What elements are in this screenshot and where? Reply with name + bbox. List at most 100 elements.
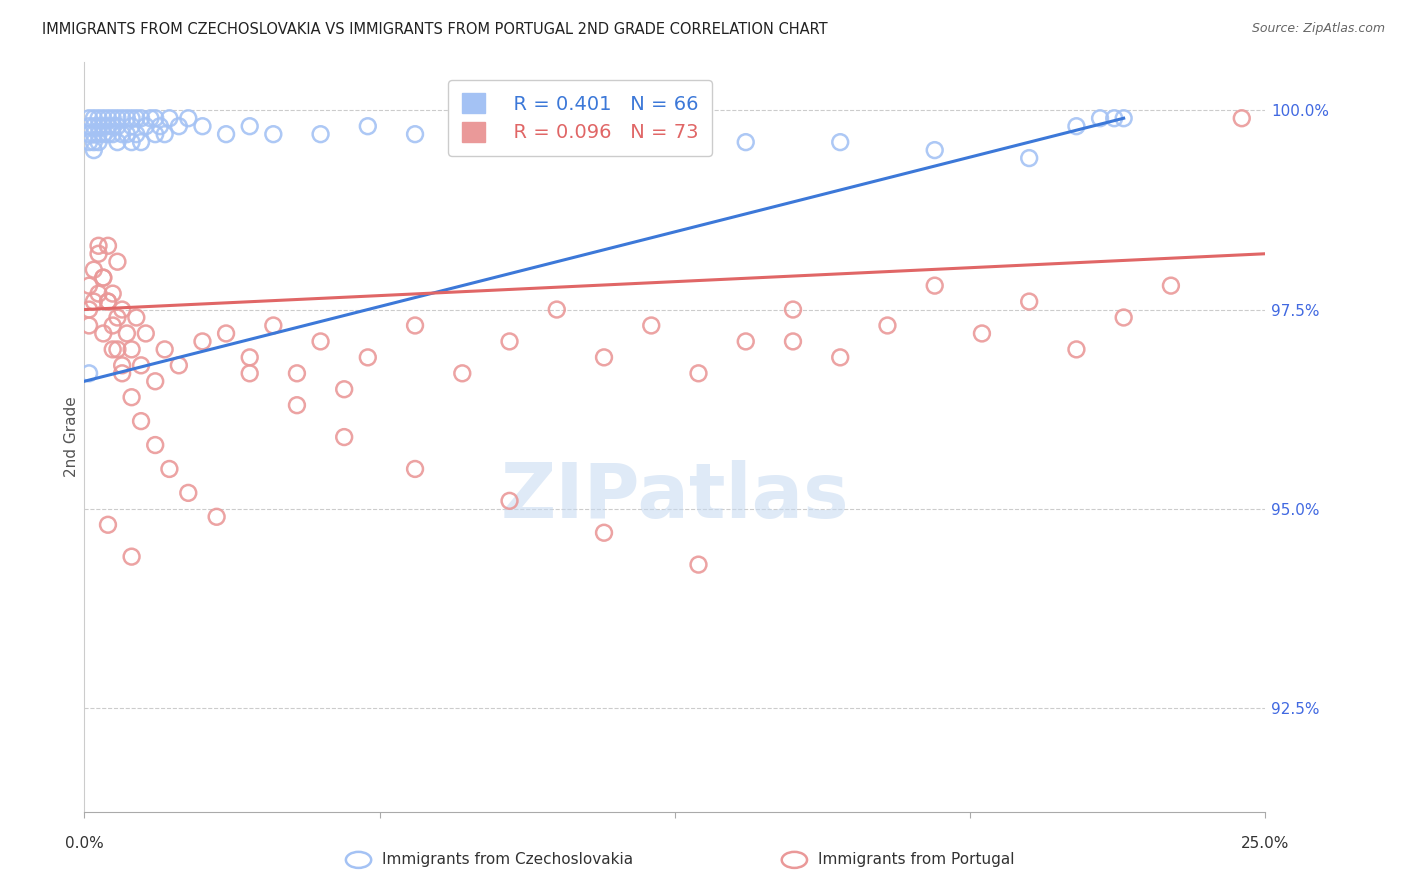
Point [97, 517, 120, 532]
Point [191, 119, 214, 133]
Point [143, 374, 166, 388]
Point [239, 119, 262, 133]
Point [215, 326, 238, 341]
Point [91, 326, 114, 341]
Point [101, 343, 124, 357]
Text: IMMIGRANTS FROM CZECHOSLOVAKIA VS IMMIGRANTS FROM PORTUGAL 2ND GRADE CORRELATION: IMMIGRANTS FROM CZECHOSLOVAKIA VS IMMIGR… [42, 22, 828, 37]
Point [91, 127, 114, 141]
Point [77, 119, 100, 133]
Point [1102, 112, 1125, 126]
Point [167, 359, 190, 373]
Point [77, 367, 100, 381]
Point [1160, 278, 1182, 293]
Text: Source: ZipAtlas.com: Source: ZipAtlas.com [1251, 22, 1385, 36]
Point [830, 135, 852, 149]
Point [111, 367, 134, 381]
Point [115, 127, 138, 141]
Point [333, 430, 356, 444]
Point [451, 367, 474, 381]
Point [1066, 343, 1088, 357]
Point [177, 112, 200, 126]
Point [101, 286, 124, 301]
Point [111, 112, 134, 126]
Point [101, 318, 124, 333]
Point [77, 112, 100, 126]
Point [157, 462, 180, 476]
Text: ZIPatlas: ZIPatlas [501, 460, 849, 534]
Point [121, 390, 143, 404]
Point [107, 119, 129, 133]
Point [121, 112, 143, 126]
Point [357, 351, 380, 365]
Point [87, 127, 110, 141]
Point [121, 343, 143, 357]
Point [404, 318, 426, 333]
Point [83, 119, 105, 133]
Point [97, 119, 120, 133]
Point [734, 135, 756, 149]
Point [688, 367, 710, 381]
Point [107, 310, 129, 325]
Point [87, 286, 110, 301]
Point [135, 326, 157, 341]
Point [593, 135, 616, 149]
Point [125, 127, 148, 141]
Point [1230, 112, 1253, 126]
Point [77, 135, 100, 149]
Point [111, 302, 134, 317]
Point [83, 127, 105, 141]
Point [129, 112, 152, 126]
Point [498, 334, 520, 349]
Text: 25.0%: 25.0% [1241, 836, 1289, 851]
Point [734, 334, 756, 349]
Point [262, 127, 284, 141]
Point [177, 486, 200, 500]
Legend:   R = 0.401   N = 66,   R = 0.096   N = 73: R = 0.401 N = 66, R = 0.096 N = 73 [449, 79, 711, 156]
Point [83, 112, 105, 126]
Point [970, 326, 993, 341]
Point [191, 334, 214, 349]
Point [153, 343, 176, 357]
Point [77, 302, 100, 317]
Point [87, 119, 110, 133]
Point [125, 112, 148, 126]
Point [1018, 294, 1040, 309]
Point [107, 343, 129, 357]
Point [77, 318, 100, 333]
Point [404, 462, 426, 476]
Point [107, 254, 129, 268]
Point [97, 127, 120, 141]
Point [1088, 112, 1111, 126]
Point [593, 351, 616, 365]
Point [309, 127, 332, 141]
Point [83, 262, 105, 277]
Point [91, 270, 114, 285]
Point [135, 119, 157, 133]
Point [498, 493, 520, 508]
Point [129, 135, 152, 149]
Point [205, 509, 228, 524]
Point [149, 119, 172, 133]
Point [333, 382, 356, 396]
Point [309, 334, 332, 349]
Point [1112, 310, 1135, 325]
Point [91, 270, 114, 285]
Point [782, 334, 804, 349]
Point [87, 239, 110, 253]
Point [107, 135, 129, 149]
Point [125, 310, 148, 325]
Point [107, 112, 129, 126]
Point [121, 119, 143, 133]
Point [1066, 119, 1088, 133]
Point [285, 367, 308, 381]
Point [546, 127, 568, 141]
Point [167, 119, 190, 133]
Point [87, 246, 110, 260]
Point [97, 239, 120, 253]
Point [239, 351, 262, 365]
Point [285, 398, 308, 412]
Point [91, 112, 114, 126]
Point [239, 367, 262, 381]
Point [111, 359, 134, 373]
Point [87, 135, 110, 149]
